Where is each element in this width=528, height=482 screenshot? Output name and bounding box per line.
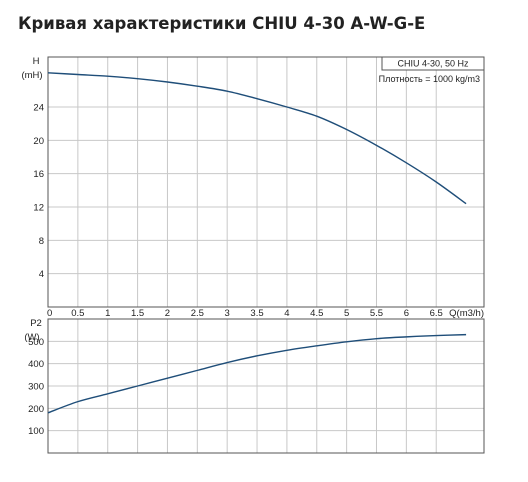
head-y-tick-label: 20	[33, 136, 44, 147]
head-y-tick-label: 12	[33, 203, 44, 214]
legend-model-label: CHIU 4-30, 50 Hz	[397, 59, 469, 69]
legend-box	[381, 56, 485, 71]
x-tick-label: 1	[105, 308, 110, 319]
power-plot-frame	[47, 318, 485, 454]
head-plot-frame	[47, 56, 485, 308]
head-y-tick-label: 16	[33, 169, 44, 180]
x-tick-label: 4	[284, 308, 289, 319]
page-title: Кривая характеристики CHIU 4-30 A-W-G-E	[18, 14, 426, 33]
x-tick-label: 6.5	[430, 308, 443, 319]
x-tick-label: 3.5	[250, 308, 263, 319]
head-y-axis-unit: (mH)	[21, 70, 42, 81]
power-y-tick-label: 200	[28, 404, 44, 415]
power-y-tick-label: 300	[28, 382, 44, 393]
power-y-tick-label: 100	[28, 426, 44, 437]
head-chart-panel: 4 8 12 16 20 24 H (mH) 0 0.5 1 1.5 2 2.5 3 3.5 4 4.5 5 5.5 6…	[21, 56, 485, 319]
x-tick-label: 3	[225, 308, 230, 319]
x-tick-label: 5.5	[370, 308, 383, 319]
x-tick-label: 0	[47, 308, 52, 319]
x-tick-label: 2.5	[191, 308, 204, 319]
x-tick-label: 1.5	[131, 308, 144, 319]
x-axis-label: Q(m3/h)	[449, 308, 484, 319]
power-y-axis-label: P2	[30, 318, 42, 329]
power-y-axis-unit: (W)	[24, 332, 39, 343]
x-tick-label: 4.5	[310, 308, 323, 319]
head-y-axis-label: H	[33, 56, 40, 67]
head-y-tick-label: 24	[33, 103, 44, 114]
x-tick-label: 6	[404, 308, 409, 319]
power-y-tick-label: 500	[28, 337, 44, 348]
x-tick-label: 2	[165, 308, 170, 319]
head-y-tick-label: 4	[39, 269, 44, 280]
power-y-tick-label: 400	[28, 359, 44, 370]
x-tick-label: 0.5	[71, 308, 84, 319]
legend-density-label: Плотность = 1000 kg/m3	[379, 74, 480, 84]
power-chart-panel: 100 200 300 400 500 P2 (W)	[24, 318, 485, 454]
head-y-tick-label: 8	[39, 236, 44, 247]
x-tick-label: 5	[344, 308, 349, 319]
